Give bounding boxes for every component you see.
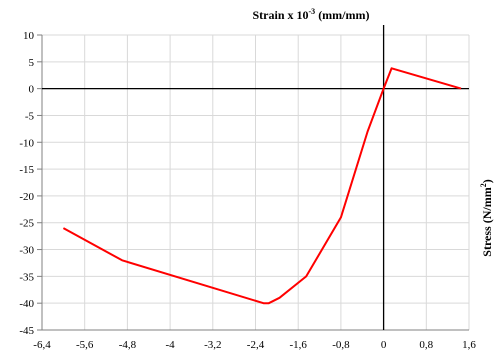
x-tick-label: -4 bbox=[166, 339, 176, 351]
x-tick-label: -3,2 bbox=[204, 339, 221, 351]
y-tick-label: -40 bbox=[19, 298, 34, 310]
tick-labels: -6,4 -5,6 -4,8 -4 -3,2 -2,4 -1,6 -0,8 0 0,8 1,6 10 5… bbox=[19, 30, 476, 351]
y-axis-title-suffix: ) bbox=[480, 179, 494, 183]
y-tick-label: -30 bbox=[19, 245, 34, 257]
axes bbox=[37, 25, 469, 331]
y-tick-label: -35 bbox=[19, 271, 34, 283]
y-tick-label: -25 bbox=[19, 218, 34, 230]
x-tick-label: -6,4 bbox=[33, 339, 51, 351]
x-tick-label: -4,8 bbox=[119, 339, 137, 351]
x-tick-label: 0 bbox=[381, 339, 387, 351]
y-tick-label: -5 bbox=[25, 110, 35, 122]
x-axis-title-exponent: -3 bbox=[309, 7, 316, 16]
y-axis-title: Stress (N/mm2) bbox=[479, 179, 494, 256]
x-tick-label: -2,4 bbox=[247, 339, 265, 351]
x-tick-label: -0,8 bbox=[332, 339, 350, 351]
x-tick-label: -1,6 bbox=[289, 339, 307, 351]
y-tick-label: 10 bbox=[23, 30, 35, 42]
y-tick-label: -10 bbox=[19, 137, 34, 149]
x-axis-title: Strain x 10-3 (mm/mm) bbox=[253, 7, 370, 22]
series-line bbox=[62, 67, 462, 305]
x-axis-title-suffix: (mm/mm) bbox=[315, 8, 369, 22]
x-axis-title-text: Strain x 10 bbox=[253, 8, 309, 22]
y-tick-label: -45 bbox=[19, 325, 34, 337]
x-tick-label: 1,6 bbox=[462, 339, 476, 351]
grid bbox=[41, 34, 470, 331]
x-tick-label: -5,6 bbox=[76, 339, 94, 351]
y-axis-title-exponent: 2 bbox=[479, 183, 488, 187]
y-axis-title-text: Stress (N/mm bbox=[480, 187, 494, 256]
series bbox=[62, 67, 462, 305]
y-tick-label: -15 bbox=[19, 164, 34, 176]
y-tick-label: 5 bbox=[29, 57, 35, 69]
x-tick-label: 0,8 bbox=[419, 339, 433, 351]
y-tick-label: 0 bbox=[29, 84, 35, 96]
y-tick-label: -20 bbox=[19, 191, 34, 203]
